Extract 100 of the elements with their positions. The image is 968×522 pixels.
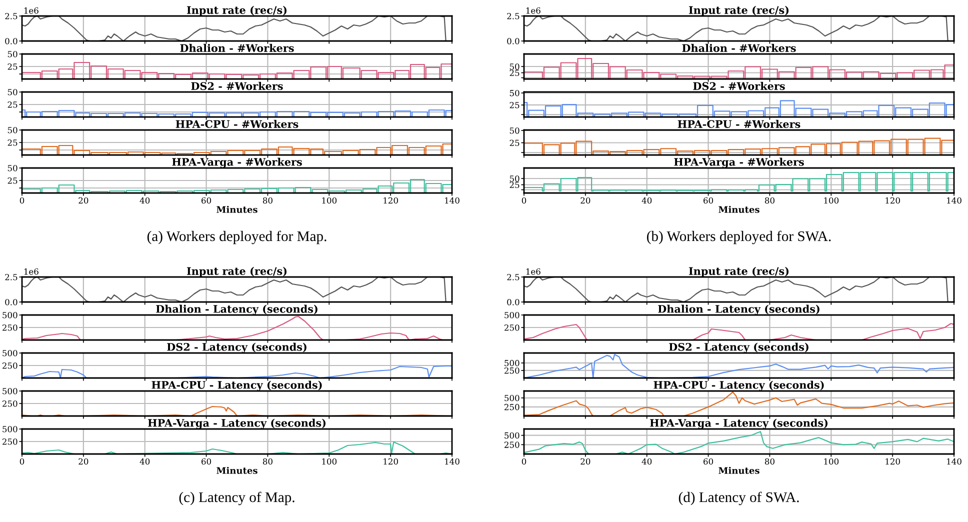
chart-title: DS2 - Latency (seconds) — [167, 342, 306, 353]
chart-title: HPA-CPU - #Workers — [176, 120, 298, 128]
chart-title: Dhalion - Latency (seconds) — [658, 304, 820, 315]
y-tick-label: 50 — [510, 127, 520, 134]
text: (b) Workers deployed for SWA. — [647, 230, 831, 244]
chart-title: DS2 - #Workers — [191, 82, 283, 90]
text: (c) Latency of Map. — [179, 492, 294, 506]
y-tick-label: 25 — [510, 70, 520, 76]
y-tick-label: 0.0 — [5, 38, 18, 44]
y-tick-label: 500 — [2, 426, 18, 432]
y-tick-label: 25 — [510, 102, 520, 108]
x-tick-label: 0 — [522, 197, 526, 204]
y-tick-label: 250 — [2, 438, 18, 445]
y-tick-label: 0.0 — [507, 298, 520, 306]
x-tick-label: 140 — [947, 197, 962, 204]
y-tick-label: 50 — [510, 90, 520, 96]
chart-title: HPA-Varga - Latency (seconds) — [148, 418, 326, 429]
y-tick-label: 500 — [504, 432, 520, 439]
y-tick-label: 250 — [504, 367, 520, 374]
x-tick-label: 140 — [445, 197, 460, 204]
y-tick-label: 500 — [2, 350, 18, 356]
chart-title: HPA-Varga - Latency (seconds) — [650, 418, 828, 429]
x-tick-label: 100 — [322, 458, 337, 465]
chart-title: Input rate (rec/s) — [688, 6, 789, 16]
y-tick-label: 500 — [504, 394, 520, 402]
y-tick-label: 25 — [510, 140, 520, 146]
y-tick-label: 250 — [504, 324, 520, 331]
chart-title: HPA-CPU - Latency (seconds) — [152, 380, 322, 391]
x-tick-label: 20 — [78, 458, 88, 465]
x-tick-label: 140 — [947, 458, 962, 465]
y-tick-label: 25 — [8, 101, 18, 108]
y-tick-label: 250 — [2, 362, 18, 369]
chart-title: HPA-CPU - Latency (seconds) — [654, 380, 824, 391]
text: (d) Latency of SWA. — [678, 492, 799, 506]
chart-title: Input rate (rec/s) — [186, 6, 287, 16]
y-tick-label: 0.0 — [5, 298, 18, 306]
y-tick-label: 500 — [504, 312, 520, 318]
y-tick-label: 500 — [2, 312, 18, 318]
x-tick-label: 60 — [202, 458, 212, 465]
x-tick-label: 40 — [642, 458, 652, 465]
y-tick-label: 250 — [2, 324, 18, 331]
x-tick-label: 80 — [764, 458, 774, 465]
chart-title: Input rate (rec/s) — [186, 266, 287, 277]
y-tick-label: 2.5 — [5, 274, 18, 280]
chart-title: HPA-CPU - #Workers — [678, 120, 800, 128]
x-tick-label: 20 — [78, 197, 88, 204]
x-tick-label: 80 — [262, 197, 272, 204]
y-tick-label: 2.5 — [5, 12, 18, 20]
line-series — [524, 392, 954, 416]
x-tick-label: 20 — [580, 458, 590, 465]
text: 1e6 — [526, 268, 540, 275]
x-tick-label: 40 — [140, 197, 150, 204]
y-tick-label: 50 — [8, 88, 18, 96]
x-tick-label: 120 — [886, 458, 900, 465]
text: (a) Workers deployed for Map. — [147, 230, 326, 244]
x-axis-title: Minutes — [216, 466, 258, 474]
chart-title: Input rate (rec/s) — [688, 266, 789, 277]
x-tick-label: 0 — [20, 197, 24, 204]
y-tick-label: 50 — [510, 175, 520, 182]
x-tick-label: 100 — [824, 197, 839, 204]
x-axis-title: Minutes — [718, 466, 760, 474]
chart-title: DS2 - #Workers — [693, 82, 785, 90]
y-tick-label: 2.5 — [507, 274, 520, 280]
chart-title: HPA-Varga - #Workers — [674, 158, 804, 168]
chart-title: DS2 - Latency (seconds) — [669, 342, 808, 353]
chart-title: Dhalion - #Workers — [180, 44, 294, 52]
x-tick-label: 100 — [824, 458, 839, 465]
line-series — [524, 354, 954, 378]
x-tick-label: 120 — [384, 458, 398, 465]
y-tick-label: 250 — [504, 404, 520, 410]
y-tick-label: 50 — [510, 63, 520, 70]
text: 1e6 — [526, 7, 540, 14]
line-series — [524, 431, 954, 454]
y-tick-label: 50 — [8, 126, 18, 134]
x-tick-label: 0 — [20, 458, 24, 465]
x-tick-label: 80 — [764, 197, 774, 204]
x-axis-title: Minutes — [216, 206, 258, 213]
x-tick-label: 60 — [202, 197, 212, 204]
y-tick-label: 250 — [504, 442, 520, 448]
y-tick-label: 50 — [8, 50, 18, 58]
y-tick-label: 25 — [510, 182, 520, 188]
y-tick-label: 25 — [8, 139, 18, 146]
x-tick-label: 140 — [445, 458, 460, 465]
x-tick-label: 60 — [704, 197, 714, 204]
y-tick-label: 25 — [8, 177, 18, 184]
x-tick-label: 80 — [262, 458, 272, 465]
x-tick-label: 120 — [384, 197, 398, 204]
y-tick-label: 2.5 — [507, 12, 520, 20]
x-tick-label: 120 — [886, 197, 900, 204]
x-axis-title: Minutes — [718, 206, 760, 213]
x-tick-label: 0 — [522, 458, 526, 465]
x-tick-label: 60 — [704, 458, 714, 465]
x-tick-label: 40 — [140, 458, 150, 465]
chart-title: Dhalion - Latency (seconds) — [156, 304, 318, 315]
y-tick-label: 250 — [2, 400, 18, 407]
text: 1e6 — [24, 7, 38, 14]
x-tick-label: 100 — [322, 197, 337, 204]
y-tick-label: 0.0 — [507, 38, 520, 44]
x-tick-label: 40 — [642, 197, 652, 204]
y-tick-label: 25 — [8, 63, 18, 70]
